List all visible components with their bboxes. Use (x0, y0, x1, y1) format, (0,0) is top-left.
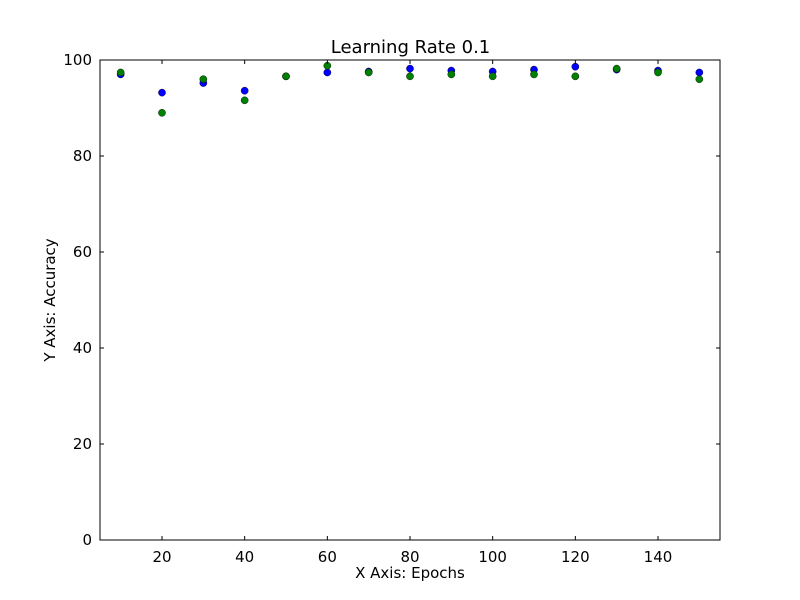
series-2-point (530, 70, 538, 79)
series-2-point (571, 72, 580, 81)
series-2-point (240, 96, 249, 105)
x-tick-label: 120 (561, 548, 590, 566)
x-tick-label: 140 (644, 548, 673, 566)
series-2-point (364, 68, 373, 77)
y-tick-label: 100 (63, 51, 92, 69)
series-2-point (116, 68, 125, 77)
series-1-point (323, 68, 332, 77)
x-axis: 20 40 60 80 100 120 140 (152, 60, 672, 566)
series-1-point (695, 68, 704, 77)
x-tick-label: 100 (478, 548, 507, 566)
series-2-point (199, 75, 208, 83)
series-2-point (612, 64, 621, 73)
x-tick-label: 80 (400, 548, 419, 566)
series-1-point (240, 86, 249, 95)
x-tick-label: 60 (318, 548, 337, 566)
y-tick-label: 20 (73, 435, 92, 453)
y-tick-label: 0 (82, 531, 92, 549)
series-1-point (406, 64, 414, 73)
y-tick-label: 40 (73, 339, 92, 357)
chart-title: Learning Rate 0.1 (331, 37, 491, 58)
series-2-point (282, 72, 290, 81)
x-axis-label: X Axis: Epochs (355, 564, 465, 582)
y-tick-label: 80 (73, 147, 92, 165)
y-axis-label: Y Axis: Accuracy (41, 238, 59, 362)
x-tick-label: 40 (235, 548, 254, 566)
y-tick-label: 60 (73, 243, 92, 261)
points-layer (116, 61, 704, 117)
x-tick-label: 20 (152, 548, 171, 566)
series-2-point (488, 72, 497, 81)
y-axis: 0 20 40 60 80 100 (63, 51, 720, 549)
series-1-point (571, 62, 580, 71)
series-2-point (695, 75, 704, 83)
plot-frame (99, 59, 721, 541)
series-2-point (158, 109, 166, 117)
series-2-point (406, 72, 414, 81)
series-1-point (158, 88, 166, 97)
series-2-point (447, 70, 456, 79)
series-2-point (654, 68, 662, 77)
